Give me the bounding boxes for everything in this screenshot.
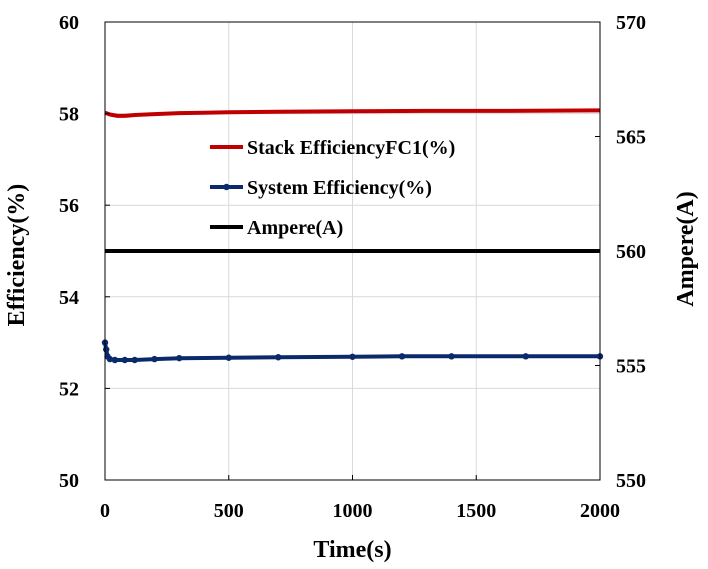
series-point-2 (106, 355, 114, 363)
legend-label-1: Stack EfficiencyFC1(%) (247, 137, 455, 159)
series-point-2 (522, 353, 529, 360)
series-point-2 (111, 356, 119, 364)
x-tick-label: 1000 (333, 500, 373, 522)
legend-marker-2 (223, 183, 230, 191)
y-axis-title: Efficiency(%) (4, 184, 30, 327)
y-tick-label: 56 (59, 195, 79, 217)
series-point-2 (131, 356, 138, 364)
y-tick-label: 54 (59, 287, 79, 309)
series-point-2 (349, 353, 356, 360)
y-tick-label: 50 (59, 470, 79, 492)
series-point-2 (398, 353, 406, 360)
y2-tick-label: 560 (616, 241, 646, 263)
series-point-2 (448, 353, 455, 360)
x-tick-label: 2000 (580, 500, 620, 522)
series-line-1 (104, 108, 601, 118)
y-tick-label: 52 (59, 378, 79, 400)
x-tick-label: 1500 (456, 500, 496, 522)
series-point-2 (121, 356, 128, 364)
ticks: 0 500 1000 1500 2000 50 52 54 56 58 60 550 555 560 565… (59, 12, 646, 522)
x-tick-label: 500 (214, 500, 244, 522)
x-tick-label: 0 (100, 500, 110, 522)
y2-tick-label: 570 (616, 12, 646, 34)
legend-label-2: System Efficiency(%) (247, 177, 432, 199)
y2-tick-label: 555 (616, 356, 646, 378)
series-point-2 (225, 354, 232, 361)
y2-axis-title: Ampere(A) (673, 191, 699, 307)
y2-tick-label: 550 (616, 470, 646, 492)
series-layer (101, 108, 604, 364)
y-tick-label: 60 (59, 12, 79, 34)
y2-tick-label: 565 (616, 127, 646, 149)
legend: Stack EfficiencyFC1(%) System Efficiency(… (210, 137, 455, 239)
series-point-2 (176, 354, 183, 362)
series-point-2 (151, 355, 158, 363)
x-axis-title: Time(s) (313, 537, 391, 563)
series-point-2 (103, 346, 110, 353)
series-point-2 (275, 354, 282, 361)
y-tick-label: 58 (59, 104, 79, 126)
legend-label-3: Ampere(A) (247, 217, 343, 239)
